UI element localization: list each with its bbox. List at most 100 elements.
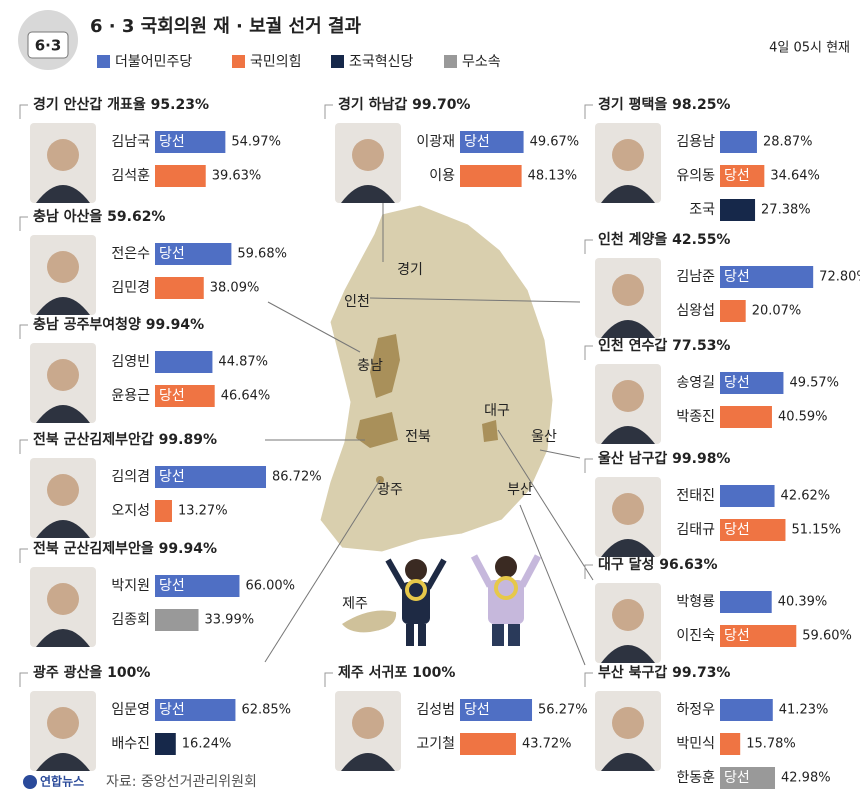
vote-share: 27.38% xyxy=(761,203,811,218)
vote-share: 28.87% xyxy=(763,135,813,150)
map-label: 울산 xyxy=(531,429,557,445)
vote-share: 15.78% xyxy=(746,737,796,752)
district-title: 광주 광산을 100% xyxy=(33,664,150,681)
vote-bar xyxy=(720,406,772,428)
vote-share: 40.59% xyxy=(778,410,828,425)
vote-bar xyxy=(720,485,775,507)
district-title: 경기 하남갑 99.70% xyxy=(338,96,470,113)
map-region xyxy=(482,420,498,442)
panel-bracket xyxy=(584,672,593,687)
map-region xyxy=(356,412,398,448)
map-label: 충남 xyxy=(357,358,383,374)
panel-bracket xyxy=(19,439,28,454)
figures xyxy=(385,554,542,646)
legend-swatch xyxy=(444,55,457,68)
panel-bracket xyxy=(19,672,28,687)
candidate-name: 박민식 xyxy=(676,736,715,752)
candidate-name: 김영빈 xyxy=(111,354,150,370)
vote-bar xyxy=(155,609,199,631)
source: 자료: 중앙선거관리위원회 xyxy=(106,774,257,790)
candidate-name: 이용 xyxy=(429,168,455,184)
panel-bracket xyxy=(584,345,593,360)
vote-bar xyxy=(460,699,533,721)
photo-head xyxy=(47,474,79,506)
panel-bracket xyxy=(19,216,28,231)
vote-share: 38.09% xyxy=(210,281,260,296)
vote-share: 39.63% xyxy=(212,169,262,184)
photo-head xyxy=(47,583,79,615)
map-label: 전북 xyxy=(405,429,431,445)
panel-bracket xyxy=(584,239,593,254)
district-title: 전북 군산김제부안을 99.94% xyxy=(33,540,217,557)
photo-head xyxy=(612,139,644,171)
candidate-name: 김성범 xyxy=(416,702,455,718)
district-title: 대구 달성 96.63% xyxy=(598,557,718,573)
photo-body xyxy=(601,539,655,557)
legend-swatch xyxy=(331,55,344,68)
candidate-name: 이진숙 xyxy=(676,628,715,644)
photo-head xyxy=(47,139,79,171)
district-title: 부산 북구갑 99.73% xyxy=(598,664,730,681)
vote-share: 59.60% xyxy=(802,629,852,644)
legend-swatch xyxy=(97,55,110,68)
panel-bracket xyxy=(324,104,333,119)
candidate-name: 하정우 xyxy=(676,702,715,718)
panel-bracket xyxy=(584,458,593,473)
candidate-name: 이광재 xyxy=(416,134,455,150)
candidate-name: 한동훈 xyxy=(676,770,715,786)
map-korea xyxy=(319,204,554,553)
photo-head xyxy=(352,139,384,171)
photo-head xyxy=(47,359,79,391)
photo-body xyxy=(36,297,90,315)
vote-share: 13.27% xyxy=(178,504,228,519)
vote-share: 42.62% xyxy=(781,489,831,504)
winner-label: 당선 xyxy=(724,628,750,644)
candidate-name: 김남준 xyxy=(676,269,715,285)
legend-label: 무소속 xyxy=(462,54,501,70)
candidate-name: 박지원 xyxy=(111,578,150,594)
vote-share: 56.27% xyxy=(538,703,588,718)
winner-label: 당선 xyxy=(159,246,185,262)
candidate-name: 배수진 xyxy=(111,736,150,752)
vote-bar xyxy=(720,733,741,755)
timestamp: 4일 05시 현재 xyxy=(769,41,850,56)
candidate-name: 박형룡 xyxy=(676,594,715,610)
photo-body xyxy=(341,753,395,771)
photo-head xyxy=(47,251,79,283)
winner-label: 당선 xyxy=(159,388,185,404)
vote-share: 46.64% xyxy=(221,389,271,404)
map-label: 부산 xyxy=(507,482,533,498)
panel-bracket xyxy=(584,104,593,119)
panel-bracket xyxy=(324,672,333,687)
vote-bar xyxy=(720,372,784,394)
vote-bar xyxy=(720,591,772,613)
logo-text: 6·3 xyxy=(35,37,62,55)
vote-share: 44.87% xyxy=(218,355,268,370)
vote-bar xyxy=(155,131,226,153)
vote-bar xyxy=(155,351,213,373)
photo-head xyxy=(612,380,644,412)
vote-share: 42.98% xyxy=(781,771,831,786)
photo-body xyxy=(36,185,90,203)
winner-label: 당선 xyxy=(724,375,750,391)
candidate-name: 고기철 xyxy=(416,736,455,752)
vote-bar xyxy=(460,733,516,755)
candidate-name: 김용남 xyxy=(676,134,715,150)
photo-body xyxy=(601,320,655,338)
vote-share: 54.97% xyxy=(231,135,281,150)
vote-bar xyxy=(720,767,776,789)
photo-body xyxy=(36,520,90,538)
vote-bar xyxy=(460,131,524,153)
district-title: 전북 군산김제부안갑 99.89% xyxy=(33,431,217,448)
photo-head xyxy=(612,707,644,739)
winner-label: 당선 xyxy=(159,578,185,594)
candidate-name: 유의동 xyxy=(676,168,715,184)
vote-bar xyxy=(155,385,215,407)
vote-share: 43.72% xyxy=(522,737,572,752)
candidate-name: 윤용근 xyxy=(111,388,150,404)
candidate-name: 전태진 xyxy=(676,488,715,504)
candidate-name: 김의겸 xyxy=(111,469,150,485)
candidate-name: 김석훈 xyxy=(111,168,150,184)
candidate-name: 조국 xyxy=(689,202,715,218)
